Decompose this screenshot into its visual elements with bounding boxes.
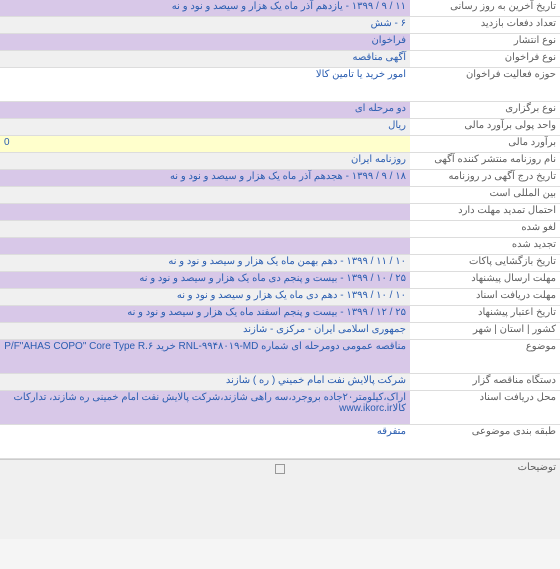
- row-label: کشور | استان | شهر: [410, 323, 560, 340]
- row-value: متفرقه: [0, 425, 410, 459]
- table-row: بین المللی است: [0, 187, 560, 204]
- table-row: مهلت دریافت اسناد۱۰ / ۱۰ / ۱۳۹۹ - دهم دی…: [0, 289, 560, 306]
- table-row: برآورد مالی0: [0, 136, 560, 153]
- table-row: دستگاه مناقصه گزارشركت پالايش نفت امام خ…: [0, 374, 560, 391]
- row-label: برآورد مالی: [410, 136, 560, 153]
- row-value: ۱۰ / ۱۱ / ۱۳۹۹ - دهم بهمن ماه یک هزار و …: [0, 255, 410, 272]
- row-label: تاریخ اعتبار پیشنهاد: [410, 306, 560, 323]
- table-row: موضوعمناقصه عمومی دومرحله ای شماره RNL-۹…: [0, 340, 560, 374]
- row-value: فراخوان: [0, 34, 410, 51]
- table-row: تعداد دفعات بازدید۶ - شش: [0, 17, 560, 34]
- row-value: [0, 204, 410, 221]
- row-label: نوع برگزاری: [410, 102, 560, 119]
- row-value: ریال: [0, 119, 410, 136]
- table-row: تاریخ بازگشایی پاکات۱۰ / ۱۱ / ۱۳۹۹ - دهم…: [0, 255, 560, 272]
- row-label: تاریخ بازگشایی پاکات: [410, 255, 560, 272]
- table-row: احتمال تمدید مهلت دارد: [0, 204, 560, 221]
- row-label: تاریخ درج آگهی در روزنامه: [410, 170, 560, 187]
- footer-checkbox[interactable]: [275, 464, 285, 474]
- table-row: تاریخ آخرین به روز رسانی۱۱ / ۹ / ۱۳۹۹ - …: [0, 0, 560, 17]
- table-row: محل دریافت اسناداراک،کیلومتر۲۰جاده بروجر…: [0, 391, 560, 425]
- row-value: شركت پالايش نفت امام خميني ( ره ) شازند: [0, 374, 410, 391]
- row-label: واحد پولی برآورد مالی: [410, 119, 560, 136]
- row-label: بین المللی است: [410, 187, 560, 204]
- table-row: تاریخ درج آگهی در روزنامه۱۸ / ۹ / ۱۳۹۹ -…: [0, 170, 560, 187]
- table-row: تجدید شده: [0, 238, 560, 255]
- row-value: دو مرحله ای: [0, 102, 410, 119]
- row-label: مهلت دریافت اسناد: [410, 289, 560, 306]
- table-row: نوع انتشارفراخوان: [0, 34, 560, 51]
- table-row: نوع برگزاریدو مرحله ای: [0, 102, 560, 119]
- table-row: تاریخ اعتبار پیشنهاد۲۵ / ۱۲ / ۱۳۹۹ - بیس…: [0, 306, 560, 323]
- table-row: طبقه بندی موضوعیمتفرقه: [0, 425, 560, 459]
- table-row: لغو شده: [0, 221, 560, 238]
- row-value: [0, 238, 410, 255]
- table-row: واحد پولی برآورد مالیریال: [0, 119, 560, 136]
- row-value: امور خرید یا تامین کالا: [0, 68, 410, 102]
- row-value: ۲۵ / ۱۰ / ۱۳۹۹ - بیست و پنجم دی ماه یک ه…: [0, 272, 410, 289]
- tender-table: ۰۲۱-۸۸۳۴۹۶۷ تاریخ آخرین به روز رسانی۱۱ /…: [0, 0, 560, 539]
- row-value: جمهوری اسلامی ایران - مرکزی - شازند: [0, 323, 410, 340]
- table-row: کشور | استان | شهرجمهوری اسلامی ایران - …: [0, 323, 560, 340]
- row-label: احتمال تمدید مهلت دارد: [410, 204, 560, 221]
- row-value: ۱۱ / ۹ / ۱۳۹۹ - یازدهم آذر ماه یک هزار و…: [0, 0, 410, 17]
- row-label: مهلت ارسال پیشنهاد: [410, 272, 560, 289]
- table-row: حوزه فعالیت فراخوانامور خرید یا تامین کا…: [0, 68, 560, 102]
- row-value: روزنامه ایران: [0, 153, 410, 170]
- row-label: تجدید شده: [410, 238, 560, 255]
- row-value: آگهی مناقصه: [0, 51, 410, 68]
- row-label: موضوع: [410, 340, 560, 374]
- row-value: ۲۵ / ۱۲ / ۱۳۹۹ - بیست و پنجم اسفند ماه ی…: [0, 306, 410, 323]
- row-label: نام روزنامه منتشر کننده آگهی: [410, 153, 560, 170]
- table-row: نام روزنامه منتشر کننده آگهیروزنامه ایرا…: [0, 153, 560, 170]
- row-value: مناقصه عمومی دومرحله ای شماره RNL-۹۹۴۸۰۱…: [0, 340, 410, 374]
- row-label: تاریخ آخرین به روز رسانی: [410, 0, 560, 17]
- row-label: محل دریافت اسناد: [410, 391, 560, 425]
- row-label: دستگاه مناقصه گزار: [410, 374, 560, 391]
- table-row: نوع فراخوانآگهی مناقصه: [0, 51, 560, 68]
- row-value: ۱۸ / ۹ / ۱۳۹۹ - هجدهم آذر ماه یک هزار و …: [0, 170, 410, 187]
- footer-block: توضیحات: [0, 459, 560, 539]
- footer-label: توضیحات: [518, 462, 556, 473]
- row-value: ۱۰ / ۱۰ / ۱۳۹۹ - دهم دی ماه یک هزار و سی…: [0, 289, 410, 306]
- row-value: [0, 221, 410, 238]
- row-label: تعداد دفعات بازدید: [410, 17, 560, 34]
- row-label: نوع فراخوان: [410, 51, 560, 68]
- row-value: [0, 187, 410, 204]
- row-value: اراک،کیلومتر۲۰جاده بروجرد،سه راهی شازند،…: [0, 391, 410, 425]
- row-label: لغو شده: [410, 221, 560, 238]
- row-label: طبقه بندی موضوعی: [410, 425, 560, 459]
- row-label: حوزه فعالیت فراخوان: [410, 68, 560, 102]
- row-value: 0: [0, 136, 410, 153]
- table-row: مهلت ارسال پیشنهاد۲۵ / ۱۰ / ۱۳۹۹ - بیست …: [0, 272, 560, 289]
- row-value: ۶ - شش: [0, 17, 410, 34]
- row-label: نوع انتشار: [410, 34, 560, 51]
